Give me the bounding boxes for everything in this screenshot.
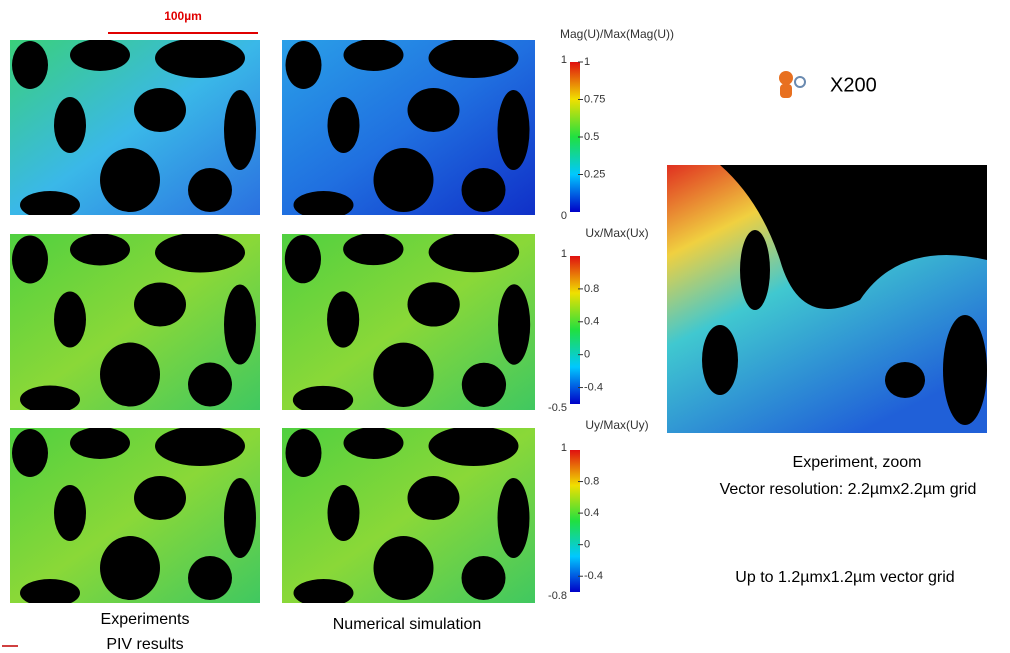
colorbar <box>570 62 580 212</box>
grid-note: Up to 1.2µmx1.2µm vector grid <box>735 569 954 586</box>
colorbar-label: 1 <box>561 248 567 260</box>
colorbar-label: 0.4 <box>584 316 599 328</box>
colorbar-label: 0.75 <box>584 93 605 105</box>
colorbar-title: Uy/Max(Uy) <box>585 418 648 432</box>
pore <box>885 362 925 398</box>
column-caption: PIV results <box>106 636 183 653</box>
colorbar-label: 1 <box>561 442 567 454</box>
colorbar-label: 0.5 <box>584 131 599 143</box>
pore <box>740 230 770 310</box>
scale-bar-label: 100µm <box>164 9 202 23</box>
colorbar-label: 0.8 <box>584 283 599 295</box>
colorbar-label: -0.5 <box>548 402 567 414</box>
colorbar-title: Ux/Max(Ux) <box>585 226 648 240</box>
column-caption: Numerical simulation <box>333 616 482 633</box>
colorbar-label: 0.4 <box>584 507 599 519</box>
pore <box>720 165 987 309</box>
colorbar-title: Mag(U)/Max(Mag(U)) <box>560 27 674 41</box>
colorbar-label: 0.25 <box>584 168 605 180</box>
colorbar-label: 0 <box>584 349 590 361</box>
magnifier-icon <box>779 71 806 98</box>
colorbar-label: -0.4 <box>584 381 603 393</box>
panels <box>10 40 535 603</box>
colorbar-label: 0 <box>561 210 567 222</box>
zoom-caption: Experiment, zoom <box>793 454 922 471</box>
colorbar-label: -0.8 <box>548 590 567 602</box>
zoom-caption: Vector resolution: 2.2µmx2.2µm grid <box>720 481 977 498</box>
colorbar-label: 0 <box>584 539 590 551</box>
colorbar-label: 0.8 <box>584 475 599 487</box>
column-caption: Experiments <box>101 611 190 628</box>
pore <box>702 325 738 395</box>
colorbar <box>570 256 580 404</box>
pore <box>943 315 987 425</box>
colorbar <box>570 450 580 592</box>
colorbar-label: 1 <box>584 56 590 68</box>
colorbar-label: 1 <box>561 54 567 66</box>
colorbar-label: -0.4 <box>584 570 603 582</box>
magnification: X200 <box>830 74 877 96</box>
